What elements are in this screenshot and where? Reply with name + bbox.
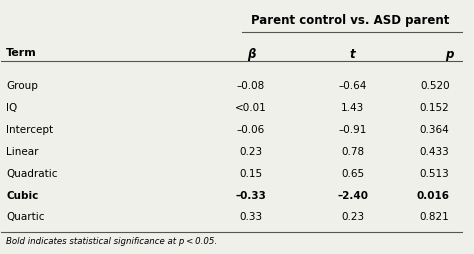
Text: Parent control vs. ASD parent: Parent control vs. ASD parent [251,14,449,27]
Text: β: β [246,48,255,61]
Text: –2.40: –2.40 [337,190,368,200]
Text: 0.433: 0.433 [420,146,449,156]
Text: 0.513: 0.513 [420,168,449,178]
Text: –0.64: –0.64 [338,81,367,90]
Text: t: t [350,48,356,61]
Text: 0.23: 0.23 [239,146,263,156]
Text: 0.821: 0.821 [420,212,449,222]
Text: <0.01: <0.01 [235,102,267,112]
Text: 0.78: 0.78 [341,146,364,156]
Text: 1.43: 1.43 [341,102,364,112]
Text: p: p [446,48,454,61]
Text: 0.016: 0.016 [417,190,449,200]
Text: Group: Group [6,81,38,90]
Text: Bold indicates statistical significance at p < 0.05.: Bold indicates statistical significance … [6,236,217,245]
Text: 0.152: 0.152 [420,102,449,112]
Text: 0.23: 0.23 [341,212,364,222]
Text: Quartic: Quartic [6,212,45,222]
Text: –0.91: –0.91 [338,124,367,134]
Text: IQ: IQ [6,102,17,112]
Text: 0.364: 0.364 [420,124,449,134]
Text: Quadratic: Quadratic [6,168,57,178]
Text: Intercept: Intercept [6,124,53,134]
Text: Cubic: Cubic [6,190,38,200]
Text: Linear: Linear [6,146,38,156]
Text: 0.65: 0.65 [341,168,364,178]
Text: 0.520: 0.520 [420,81,449,90]
Text: 0.33: 0.33 [239,212,263,222]
Text: Term: Term [6,48,37,58]
Text: –0.06: –0.06 [237,124,265,134]
Text: –0.33: –0.33 [236,190,266,200]
Text: 0.15: 0.15 [239,168,263,178]
Text: –0.08: –0.08 [237,81,265,90]
